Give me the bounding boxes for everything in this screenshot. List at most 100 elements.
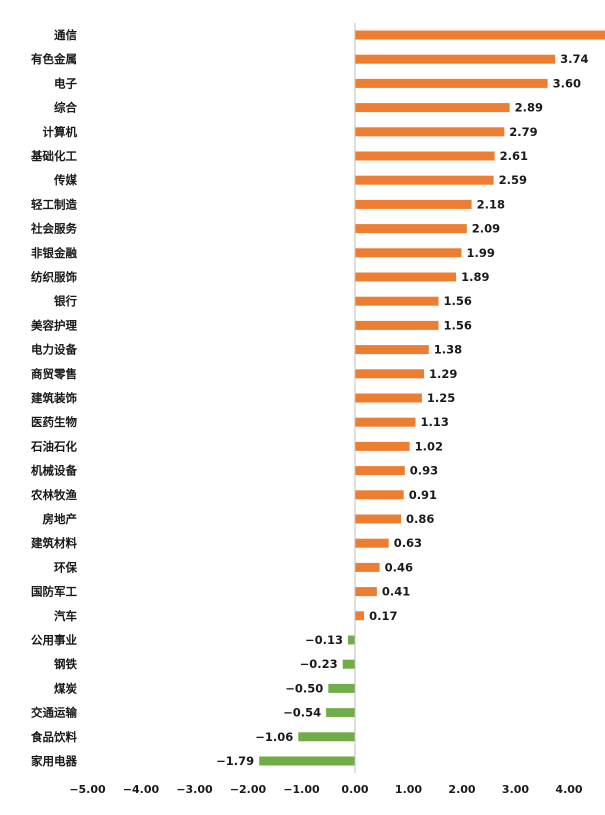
- bar: [355, 587, 377, 597]
- category-label: 轻工制造: [31, 197, 77, 211]
- bar: [355, 78, 548, 88]
- value-label: 2.79: [509, 125, 537, 139]
- bar: [326, 708, 355, 718]
- value-label: −1.79: [216, 754, 254, 768]
- value-label: 0.91: [409, 488, 437, 502]
- bar: [355, 562, 380, 572]
- category-label: 钢铁: [54, 657, 77, 671]
- x-tick-label: 3.00: [502, 783, 529, 796]
- category-label: 商贸零售: [31, 367, 77, 381]
- bar: [355, 514, 401, 524]
- value-label: −0.13: [305, 633, 343, 647]
- x-tick-label: 1.00: [395, 783, 422, 796]
- value-label: 0.93: [410, 464, 438, 478]
- value-label: 2.59: [499, 173, 527, 187]
- category-label: 国防军工: [31, 585, 77, 599]
- category-label: 社会服务: [30, 222, 77, 236]
- value-label: 2.09: [472, 222, 500, 236]
- x-tick-label: 0.00: [341, 783, 368, 796]
- bar: [355, 393, 422, 403]
- bar: [355, 54, 556, 64]
- value-label: 1.56: [444, 318, 472, 332]
- category-label: 电力设备: [31, 343, 77, 357]
- value-label: 1.02: [415, 439, 443, 453]
- value-label: 2.18: [477, 197, 505, 211]
- category-label: 纺织服饰: [31, 270, 77, 284]
- value-label: 2.61: [500, 149, 528, 163]
- category-label: 机械设备: [31, 464, 77, 478]
- value-label: 1.25: [427, 391, 455, 405]
- value-label: 3.74: [560, 52, 588, 66]
- bar: [355, 248, 462, 258]
- bar: [355, 272, 457, 282]
- value-label: 1.99: [467, 246, 495, 260]
- bar: [355, 296, 439, 306]
- category-label: 综合: [54, 101, 77, 115]
- bar: [259, 756, 355, 766]
- category-label: 计算机: [43, 125, 78, 139]
- category-label: 银行: [54, 294, 77, 308]
- bar: [355, 417, 416, 427]
- bar: [355, 103, 510, 113]
- category-label: 食品饮料: [31, 730, 77, 744]
- category-label: 环保: [54, 560, 77, 574]
- category-label: 交通运输: [31, 706, 77, 720]
- category-label: 石油石化: [30, 439, 77, 453]
- category-label: 有色金属: [31, 52, 77, 66]
- category-label: 建筑装饰: [31, 391, 77, 405]
- bar: [355, 466, 405, 476]
- value-label: 1.89: [461, 270, 489, 284]
- bar: [355, 441, 410, 451]
- value-label: 3.60: [553, 76, 581, 90]
- category-label: 非银金融: [31, 246, 77, 260]
- x-tick-label: −5.00: [69, 783, 106, 796]
- bar: [355, 199, 472, 209]
- value-label: −0.54: [283, 706, 321, 720]
- value-label: 0.41: [382, 585, 410, 599]
- bar: [355, 320, 439, 330]
- value-label: 0.17: [369, 609, 397, 623]
- category-label: 家用电器: [31, 754, 77, 768]
- x-tick-label: −1.00: [283, 783, 320, 796]
- value-labels: 5.273.743.602.892.792.612.592.182.091.99…: [216, 52, 588, 768]
- bar: [355, 151, 495, 161]
- value-label: 1.56: [444, 294, 472, 308]
- bar: [355, 490, 404, 500]
- bar: [355, 224, 467, 234]
- category-label: 建筑材料: [31, 536, 77, 550]
- category-label: 医药生物: [31, 415, 77, 429]
- value-label: −0.23: [300, 657, 338, 671]
- value-label: −0.50: [285, 681, 323, 695]
- category-label: 美容护理: [31, 318, 77, 332]
- x-tick-label: 2.00: [448, 783, 475, 796]
- x-tick-label: 4.00: [555, 783, 582, 796]
- value-label: 0.46: [385, 560, 413, 574]
- bars-layer: [259, 30, 605, 766]
- value-label: 0.86: [406, 512, 434, 526]
- bar: [355, 369, 424, 379]
- value-label: 2.89: [515, 101, 543, 115]
- x-tick-label: −4.00: [123, 783, 160, 796]
- x-tick-label: −3.00: [176, 783, 213, 796]
- category-label: 汽车: [54, 609, 77, 623]
- bar: [328, 683, 356, 693]
- value-label: 1.38: [434, 343, 462, 357]
- x-axis-tick-labels: −5.00 −4.00 −3.00 −2.00 −1.00 0.00 1.00 2.00 3.0…: [69, 783, 583, 796]
- bar: [355, 30, 605, 40]
- category-label: 通信: [54, 28, 77, 42]
- value-label: 0.63: [394, 536, 422, 550]
- value-label: 1.13: [421, 415, 449, 429]
- category-label: 农林牧渔: [30, 488, 77, 502]
- value-label: −1.06: [255, 730, 293, 744]
- bar: [355, 175, 494, 185]
- category-label: 基础化工: [30, 149, 77, 163]
- bar: [355, 127, 505, 137]
- category-label: 电子: [54, 76, 77, 90]
- category-label: 公用事业: [31, 633, 77, 647]
- bar: [298, 732, 355, 742]
- bar: [355, 611, 365, 621]
- category-labels: 通信有色金属电子综合计算机基础化工传媒轻工制造社会服务非银金融纺织服饰银行美容护…: [30, 28, 77, 768]
- category-label: 房地产: [43, 512, 78, 526]
- category-label: 煤炭: [54, 681, 77, 695]
